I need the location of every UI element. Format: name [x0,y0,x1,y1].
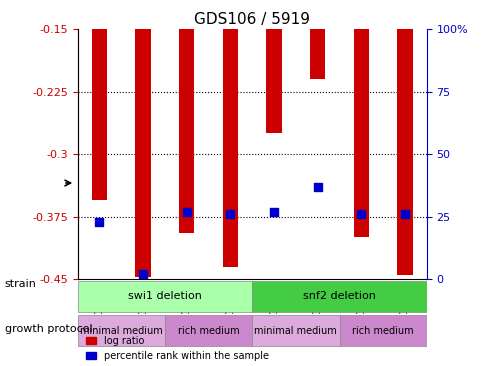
Bar [135,29,151,277]
FancyBboxPatch shape [252,281,426,311]
Title: GDS106 / 5919: GDS106 / 5919 [194,12,310,27]
FancyBboxPatch shape [77,281,252,311]
Text: rich medium: rich medium [351,325,413,336]
Text: minimal medium: minimal medium [80,325,162,336]
Point [95,219,103,224]
Point [182,209,190,214]
Point [139,271,147,277]
Point [400,211,408,217]
Bar [91,29,107,200]
Bar [309,29,325,79]
Bar [353,29,368,238]
FancyBboxPatch shape [339,315,426,346]
Legend: log ratio, percentile rank within the sample: log ratio, percentile rank within the sa… [82,332,272,365]
FancyBboxPatch shape [77,315,165,346]
Text: snf2 deletion: snf2 deletion [302,291,375,301]
Text: strain: strain [5,279,37,289]
Bar [266,29,281,133]
Point [270,209,277,214]
Bar [396,29,412,275]
Text: swi1 deletion: swi1 deletion [128,291,201,301]
Point [226,211,234,217]
Bar [179,29,194,233]
Text: minimal medium: minimal medium [254,325,336,336]
FancyBboxPatch shape [252,315,339,346]
FancyBboxPatch shape [165,315,252,346]
Bar [222,29,238,266]
Point [313,184,321,190]
Text: growth protocol: growth protocol [5,324,92,335]
Text: rich medium: rich medium [177,325,239,336]
Point [357,211,364,217]
